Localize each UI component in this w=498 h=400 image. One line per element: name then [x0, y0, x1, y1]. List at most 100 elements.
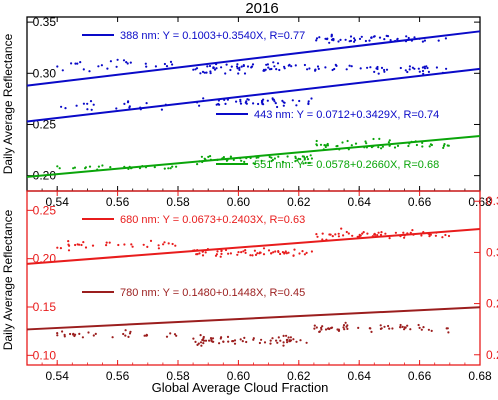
- data-point: [446, 144, 449, 147]
- data-point: [125, 61, 128, 64]
- data-point: [237, 251, 240, 254]
- x-tick-label: 0.54: [46, 195, 70, 209]
- data-point: [145, 334, 148, 337]
- data-point: [290, 65, 293, 68]
- data-point: [298, 252, 301, 255]
- data-point: [396, 144, 400, 147]
- data-point: [330, 33, 333, 36]
- data-point: [229, 155, 232, 158]
- data-point: [286, 338, 289, 341]
- data-point: [217, 102, 220, 106]
- data-point: [301, 250, 304, 253]
- data-point: [341, 141, 344, 144]
- data-point: [267, 66, 270, 69]
- data-point: [345, 68, 348, 71]
- data-point: [441, 236, 444, 239]
- data-point: [236, 67, 239, 70]
- data-point: [415, 143, 418, 147]
- data-point: [218, 342, 221, 345]
- data-point: [383, 325, 386, 328]
- data-point: [320, 326, 323, 329]
- data-point: [87, 331, 90, 334]
- data-point: [380, 327, 383, 330]
- data-point: [124, 329, 127, 332]
- data-point: [157, 244, 160, 247]
- data-point: [307, 102, 310, 106]
- data-point: [162, 243, 165, 246]
- data-point: [67, 243, 70, 246]
- data-point: [273, 157, 276, 160]
- data-point: [247, 98, 250, 101]
- legend-label: 551 nm: Y = 0.0578+0.2660X, R=0.68: [254, 159, 439, 171]
- data-point: [351, 234, 354, 237]
- data-point: [353, 40, 356, 43]
- data-point: [389, 39, 392, 42]
- data-point: [428, 145, 431, 148]
- y-tick-label-right: 0.25: [486, 297, 498, 311]
- data-point: [328, 41, 331, 44]
- data-point: [198, 252, 201, 255]
- data-point: [208, 64, 212, 68]
- data-point: [210, 338, 213, 341]
- data-point: [315, 139, 318, 143]
- data-point: [315, 39, 318, 42]
- data-point: [202, 97, 205, 100]
- data-point: [237, 72, 240, 75]
- data-point: [127, 100, 130, 103]
- data-point: [195, 253, 198, 256]
- data-point: [262, 253, 266, 256]
- data-point: [366, 66, 369, 69]
- data-point: [321, 232, 324, 235]
- data-point: [277, 336, 280, 339]
- data-point: [249, 254, 252, 257]
- data-point: [236, 253, 239, 256]
- data-point: [116, 58, 119, 61]
- data-point: [272, 251, 275, 254]
- data-point: [377, 231, 380, 234]
- data-point: [238, 68, 241, 71]
- data-point: [226, 335, 230, 338]
- data-point: [287, 336, 290, 339]
- data-point: [326, 327, 330, 330]
- data-point: [219, 255, 222, 258]
- data-point: [306, 155, 309, 158]
- data-point: [310, 97, 313, 100]
- data-point: [123, 102, 126, 105]
- data-point: [122, 59, 126, 62]
- y-tick-label: 0.15: [33, 300, 57, 314]
- data-point: [301, 155, 304, 158]
- data-point: [275, 68, 278, 71]
- data-point: [209, 155, 212, 158]
- data-point: [67, 240, 70, 243]
- data-point: [384, 232, 387, 235]
- data-point: [145, 102, 148, 105]
- data-point: [115, 65, 118, 68]
- data-point: [167, 167, 170, 170]
- data-point: [153, 166, 156, 169]
- data-point: [387, 324, 390, 328]
- data-point: [245, 340, 248, 344]
- panel-bottom: Daily Average Reflectance 0.54 0.56 0.58 0.…: [1, 190, 498, 383]
- data-point: [369, 66, 372, 69]
- data-point: [238, 66, 241, 69]
- data-point: [423, 67, 427, 70]
- data-point: [56, 165, 59, 168]
- data-point: [294, 64, 297, 67]
- data-point: [220, 252, 223, 255]
- data-point: [81, 336, 84, 339]
- panel-top: Daily Average Reflectance 0.54 0.56 0.58 0.…: [1, 15, 492, 209]
- data-point: [296, 159, 299, 162]
- data-point: [403, 328, 406, 331]
- data-point: [283, 67, 286, 70]
- data-point: [268, 155, 271, 158]
- data-point: [211, 340, 214, 343]
- data-point: [239, 100, 242, 103]
- data-point: [305, 341, 308, 344]
- data-point: [411, 229, 414, 232]
- data-point: [149, 239, 153, 242]
- data-point: [326, 37, 329, 40]
- data-point: [383, 68, 386, 72]
- data-point: [331, 68, 334, 72]
- data-point: [318, 330, 321, 333]
- data-point: [316, 235, 319, 238]
